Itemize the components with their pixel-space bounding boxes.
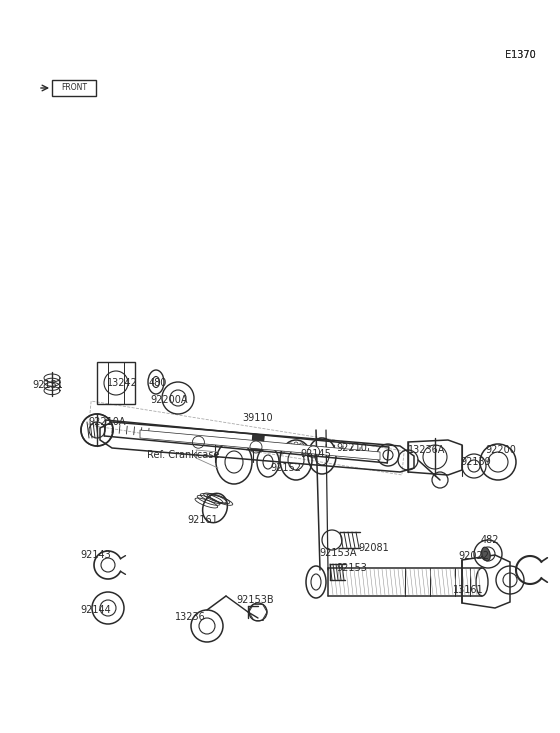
Polygon shape: [140, 430, 380, 460]
Text: 92139: 92139: [461, 457, 491, 467]
Text: FRONT: FRONT: [61, 84, 87, 92]
Text: 13236: 13236: [175, 612, 206, 622]
Text: 92153: 92153: [337, 563, 367, 573]
Text: 92022: 92022: [459, 551, 489, 561]
Ellipse shape: [482, 547, 490, 561]
Text: 13242: 13242: [106, 378, 137, 388]
Text: 13161: 13161: [452, 585, 483, 595]
Text: 39110: 39110: [242, 413, 273, 423]
Text: E1370: E1370: [505, 50, 535, 60]
Bar: [52, 80, 96, 96]
Text: 92153B: 92153B: [236, 595, 274, 605]
Text: 480: 480: [149, 378, 167, 388]
Text: 92200A: 92200A: [150, 395, 188, 405]
Text: 92143: 92143: [81, 550, 111, 560]
Text: 92200: 92200: [486, 445, 516, 455]
Bar: [97, 362, 135, 404]
Text: 92161: 92161: [188, 515, 218, 525]
Text: Ref. Crankcase: Ref. Crankcase: [147, 450, 219, 460]
Text: 92152: 92152: [270, 463, 301, 473]
Text: 92210A: 92210A: [88, 417, 126, 427]
Text: 92151: 92151: [32, 380, 63, 390]
Text: 92144: 92144: [81, 605, 111, 615]
Text: E1370: E1370: [505, 50, 535, 60]
Polygon shape: [251, 434, 264, 451]
Text: 13236A: 13236A: [408, 445, 446, 455]
Text: 92210: 92210: [337, 443, 367, 453]
Text: 92153A: 92153A: [319, 548, 357, 558]
Text: 92145: 92145: [301, 449, 332, 459]
Text: 482: 482: [480, 535, 500, 545]
Text: 92081: 92081: [358, 543, 389, 553]
